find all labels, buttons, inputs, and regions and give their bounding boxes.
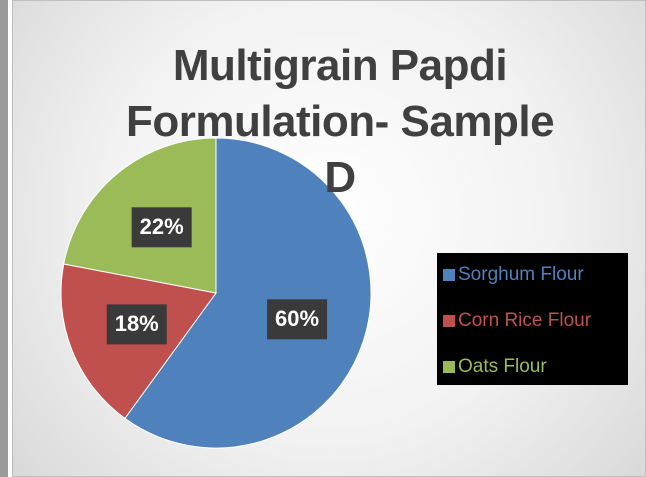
legend-swatch: [443, 361, 455, 373]
legend-label: Oats Flour: [458, 356, 547, 377]
data-label: 60%: [275, 306, 319, 331]
legend-label: Sorghum Flour: [458, 264, 584, 285]
data-label-box: [106, 304, 167, 345]
legend-box: [437, 253, 628, 385]
chart-title: Multigrain Papdi Formulation- Sample D: [125, 41, 555, 202]
pie-slice: [124, 137, 372, 449]
legend-swatch: [443, 315, 455, 327]
side-strip: [0, 0, 8, 477]
data-label-box: [267, 299, 328, 340]
data-label: 22%: [140, 214, 184, 239]
data-label-box: [131, 207, 192, 248]
legend-swatch: [443, 269, 455, 281]
legend-label: Corn Rice Flour: [458, 310, 592, 331]
data-label: 18%: [115, 311, 159, 336]
